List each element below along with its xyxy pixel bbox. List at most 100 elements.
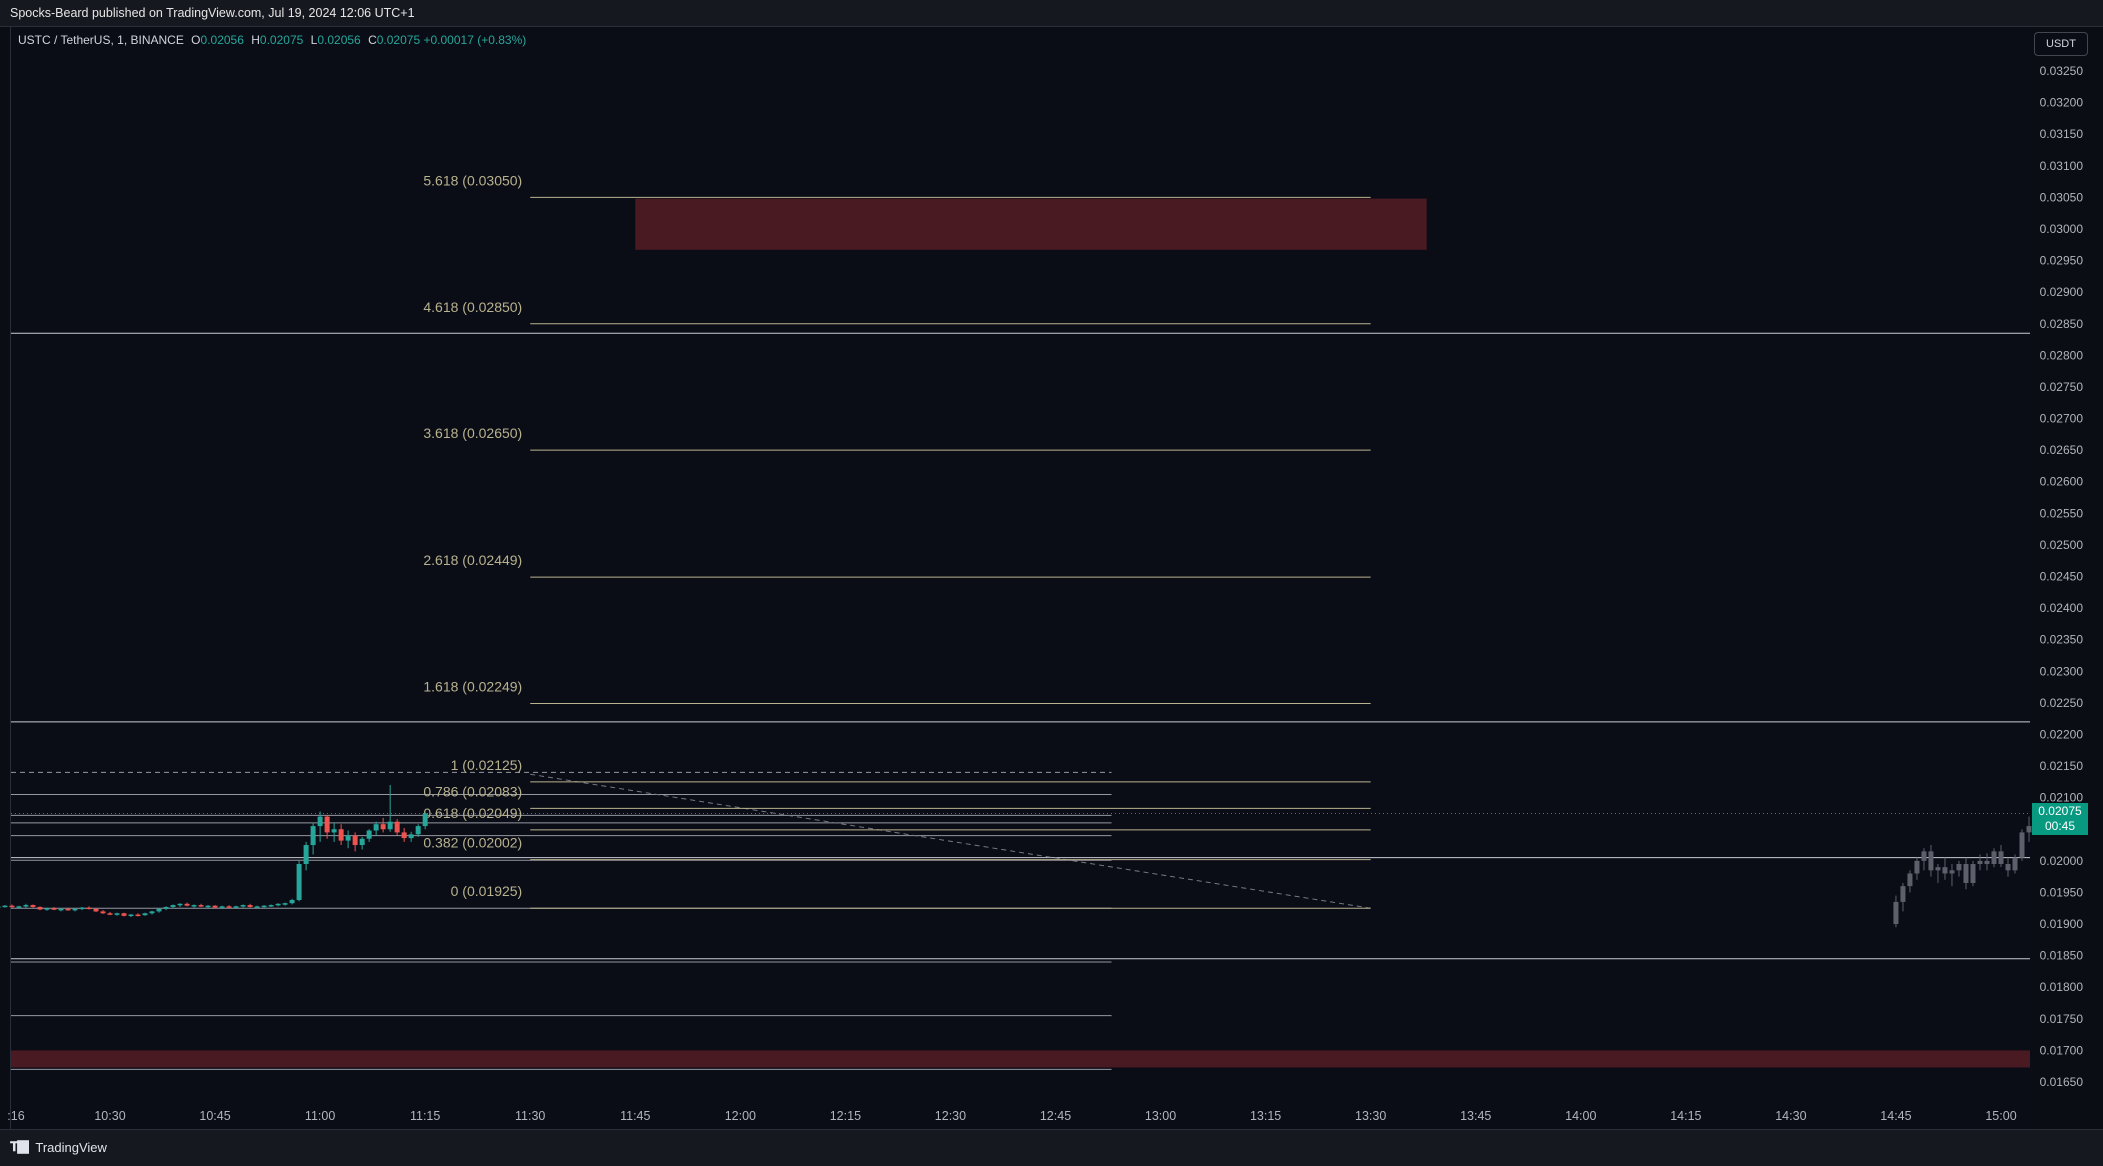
candle-52 <box>304 842 309 870</box>
candle-36 <box>192 904 197 907</box>
candle-body <box>79 908 84 910</box>
candle-body <box>86 908 91 910</box>
fib-label-2: 3.618 (0.02650) <box>423 425 522 441</box>
price-tick-12: 0.02650 <box>2040 443 2084 457</box>
candle-16 <box>51 907 56 910</box>
lines-layer <box>11 333 2030 1069</box>
ghost-candle-4 <box>1921 848 1926 870</box>
candle-body <box>381 824 386 829</box>
candle-body <box>192 905 197 907</box>
candle-body <box>416 826 421 834</box>
candle-body <box>115 913 120 915</box>
candle-body <box>2006 864 2011 870</box>
candle-body <box>1991 851 1996 864</box>
candle-body <box>143 913 148 915</box>
candle-body <box>276 904 281 906</box>
candle-body <box>262 906 267 908</box>
fib-label-9: 0 (0.01925) <box>451 883 523 899</box>
candle-12 <box>23 904 28 908</box>
currency-button[interactable]: USDT <box>2034 32 2088 56</box>
bar-countdown: 00:45 <box>2032 819 2088 834</box>
ghost-candle-14 <box>1991 848 1996 867</box>
brand-name: TradingView <box>35 1140 107 1155</box>
fib-layer: 5.618 (0.03050)4.618 (0.02850)3.618 (0.0… <box>423 172 1370 908</box>
time-tick-19: 15:00 <box>1985 1109 2016 1123</box>
price-tick-13: 0.02600 <box>2040 475 2084 489</box>
price-tick-30: 0.01750 <box>2040 1012 2084 1026</box>
ghost-candles-layer <box>1893 817 2031 928</box>
candle-body <box>1921 851 1926 860</box>
open-label: O <box>191 33 200 47</box>
price-tick-25: 0.02000 <box>2040 854 2084 868</box>
candle-body <box>1928 851 1933 870</box>
symbol-name: USTC / TetherUS, 1, BINANCE <box>18 33 184 47</box>
price-tick-27: 0.01900 <box>2040 917 2084 931</box>
ghost-candle-2 <box>1907 870 1912 892</box>
fib-label-3: 2.618 (0.02449) <box>423 552 522 568</box>
price-tick-20: 0.02250 <box>2040 696 2084 710</box>
price-tick-22: 0.02150 <box>2040 759 2084 773</box>
candle-body <box>51 908 56 910</box>
candle-body <box>16 906 21 908</box>
price-tick-31: 0.01700 <box>2040 1043 2084 1057</box>
candle-body <box>44 908 49 910</box>
ghost-candle-19 <box>2027 817 2032 842</box>
open-value: 0.02056 <box>201 33 244 47</box>
candle-37 <box>199 904 204 907</box>
time-tick-13: 13:30 <box>1355 1109 1386 1123</box>
candle-body <box>241 905 246 907</box>
candle-47 <box>269 904 274 907</box>
ghost-candle-9 <box>1956 861 1961 877</box>
candle-body <box>1942 867 1947 873</box>
candle-body <box>1935 867 1940 870</box>
fib-label-8: 0.382 (0.02002) <box>423 835 522 851</box>
candle-body <box>164 907 169 909</box>
price-tick-6: 0.02950 <box>2040 254 2084 268</box>
candle-body <box>122 913 127 916</box>
candle-body <box>2027 826 2032 832</box>
candle-9 <box>2 905 7 908</box>
price-tick-14: 0.02550 <box>2040 506 2084 520</box>
candle-body <box>1900 886 1905 902</box>
candles-layer <box>0 785 428 917</box>
zones-layer <box>11 199 2030 1068</box>
current-price-badge: 0.02075 00:45 <box>2032 803 2088 835</box>
price-tick-17: 0.02400 <box>2040 601 2084 615</box>
price-tick-32: 0.01650 <box>2040 1075 2084 1089</box>
zone-1 <box>11 1050 2030 1067</box>
candle-body <box>37 907 42 910</box>
ghost-candle-10 <box>1963 858 1968 890</box>
candle-26 <box>122 913 127 917</box>
candle-20 <box>79 907 84 910</box>
candle-25 <box>115 913 120 916</box>
candle-63 <box>381 818 386 833</box>
fib-label-6: 0.786 (0.02083) <box>423 783 522 799</box>
price-tick-10: 0.02750 <box>2040 380 2084 394</box>
candle-34 <box>178 903 183 907</box>
time-tick-1: 10:30 <box>94 1109 125 1123</box>
ghost-candle-6 <box>1935 864 1940 883</box>
candle-body <box>65 909 70 911</box>
candle-body <box>339 829 344 840</box>
candle-61 <box>367 829 372 842</box>
candle-body <box>1949 870 1954 873</box>
candle-32 <box>164 906 169 910</box>
candle-body <box>1977 861 1982 864</box>
tradingview-logo[interactable]: 𝐓▉ TradingView <box>10 1139 107 1155</box>
candle-24 <box>108 912 113 915</box>
candle-body <box>1893 902 1898 924</box>
candle-66 <box>402 828 407 842</box>
time-tick-17: 14:30 <box>1775 1109 1806 1123</box>
bottom-bar: 𝐓▉ TradingView <box>0 1129 2103 1166</box>
candle-65 <box>395 819 400 835</box>
candle-body <box>234 906 239 908</box>
candle-body <box>136 915 141 917</box>
price-tick-7: 0.02900 <box>2040 285 2084 299</box>
candle-53 <box>311 823 316 855</box>
candle-body <box>318 817 323 826</box>
candle-28 <box>136 913 141 916</box>
time-tick-10: 12:45 <box>1040 1109 1071 1123</box>
candle-body <box>388 822 393 830</box>
